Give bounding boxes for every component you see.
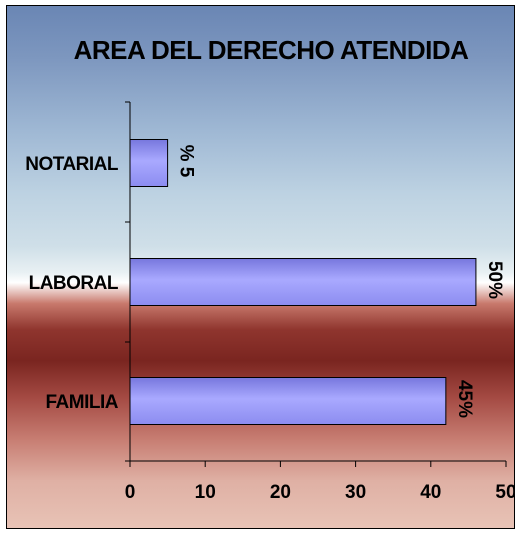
category-label-notarial: NOTARIAL: [25, 154, 119, 175]
x-tick-label-40: 40: [420, 482, 441, 503]
x-tick-label-10: 10: [195, 482, 216, 503]
category-label-familia: FAMILIA: [46, 392, 119, 413]
data-label-notarial: % 5: [176, 145, 197, 178]
bar-notarial: [129, 139, 169, 187]
chart-title: AREA DEL DERECHO ATENDIDA: [74, 35, 470, 65]
bar-laboral: [129, 258, 477, 306]
x-tick-label-50: 50: [495, 482, 515, 503]
bar-familia: [129, 377, 447, 425]
data-label-familia: 45%: [454, 380, 475, 418]
chart-area: AREA DEL DERECHO ATENDIDA NOTARIAL % 5 LAB…: [6, 5, 515, 529]
data-label-laboral: 50%: [484, 261, 505, 299]
category-label-laboral: LABORAL: [29, 273, 119, 294]
axes-layer: [125, 101, 507, 467]
chart-svg: AREA DEL DERECHO ATENDIDA NOTARIAL % 5 LAB…: [25, 35, 515, 503]
x-tick-label-30: 30: [345, 482, 366, 503]
x-tick-label-0: 0: [125, 482, 136, 503]
labels-layer: NOTARIAL % 5 LABORAL 50% FAMILIA 45% 0 10 20 30 40…: [25, 145, 515, 503]
x-tick-label-20: 20: [270, 482, 291, 503]
bars-layer: [129, 139, 477, 425]
